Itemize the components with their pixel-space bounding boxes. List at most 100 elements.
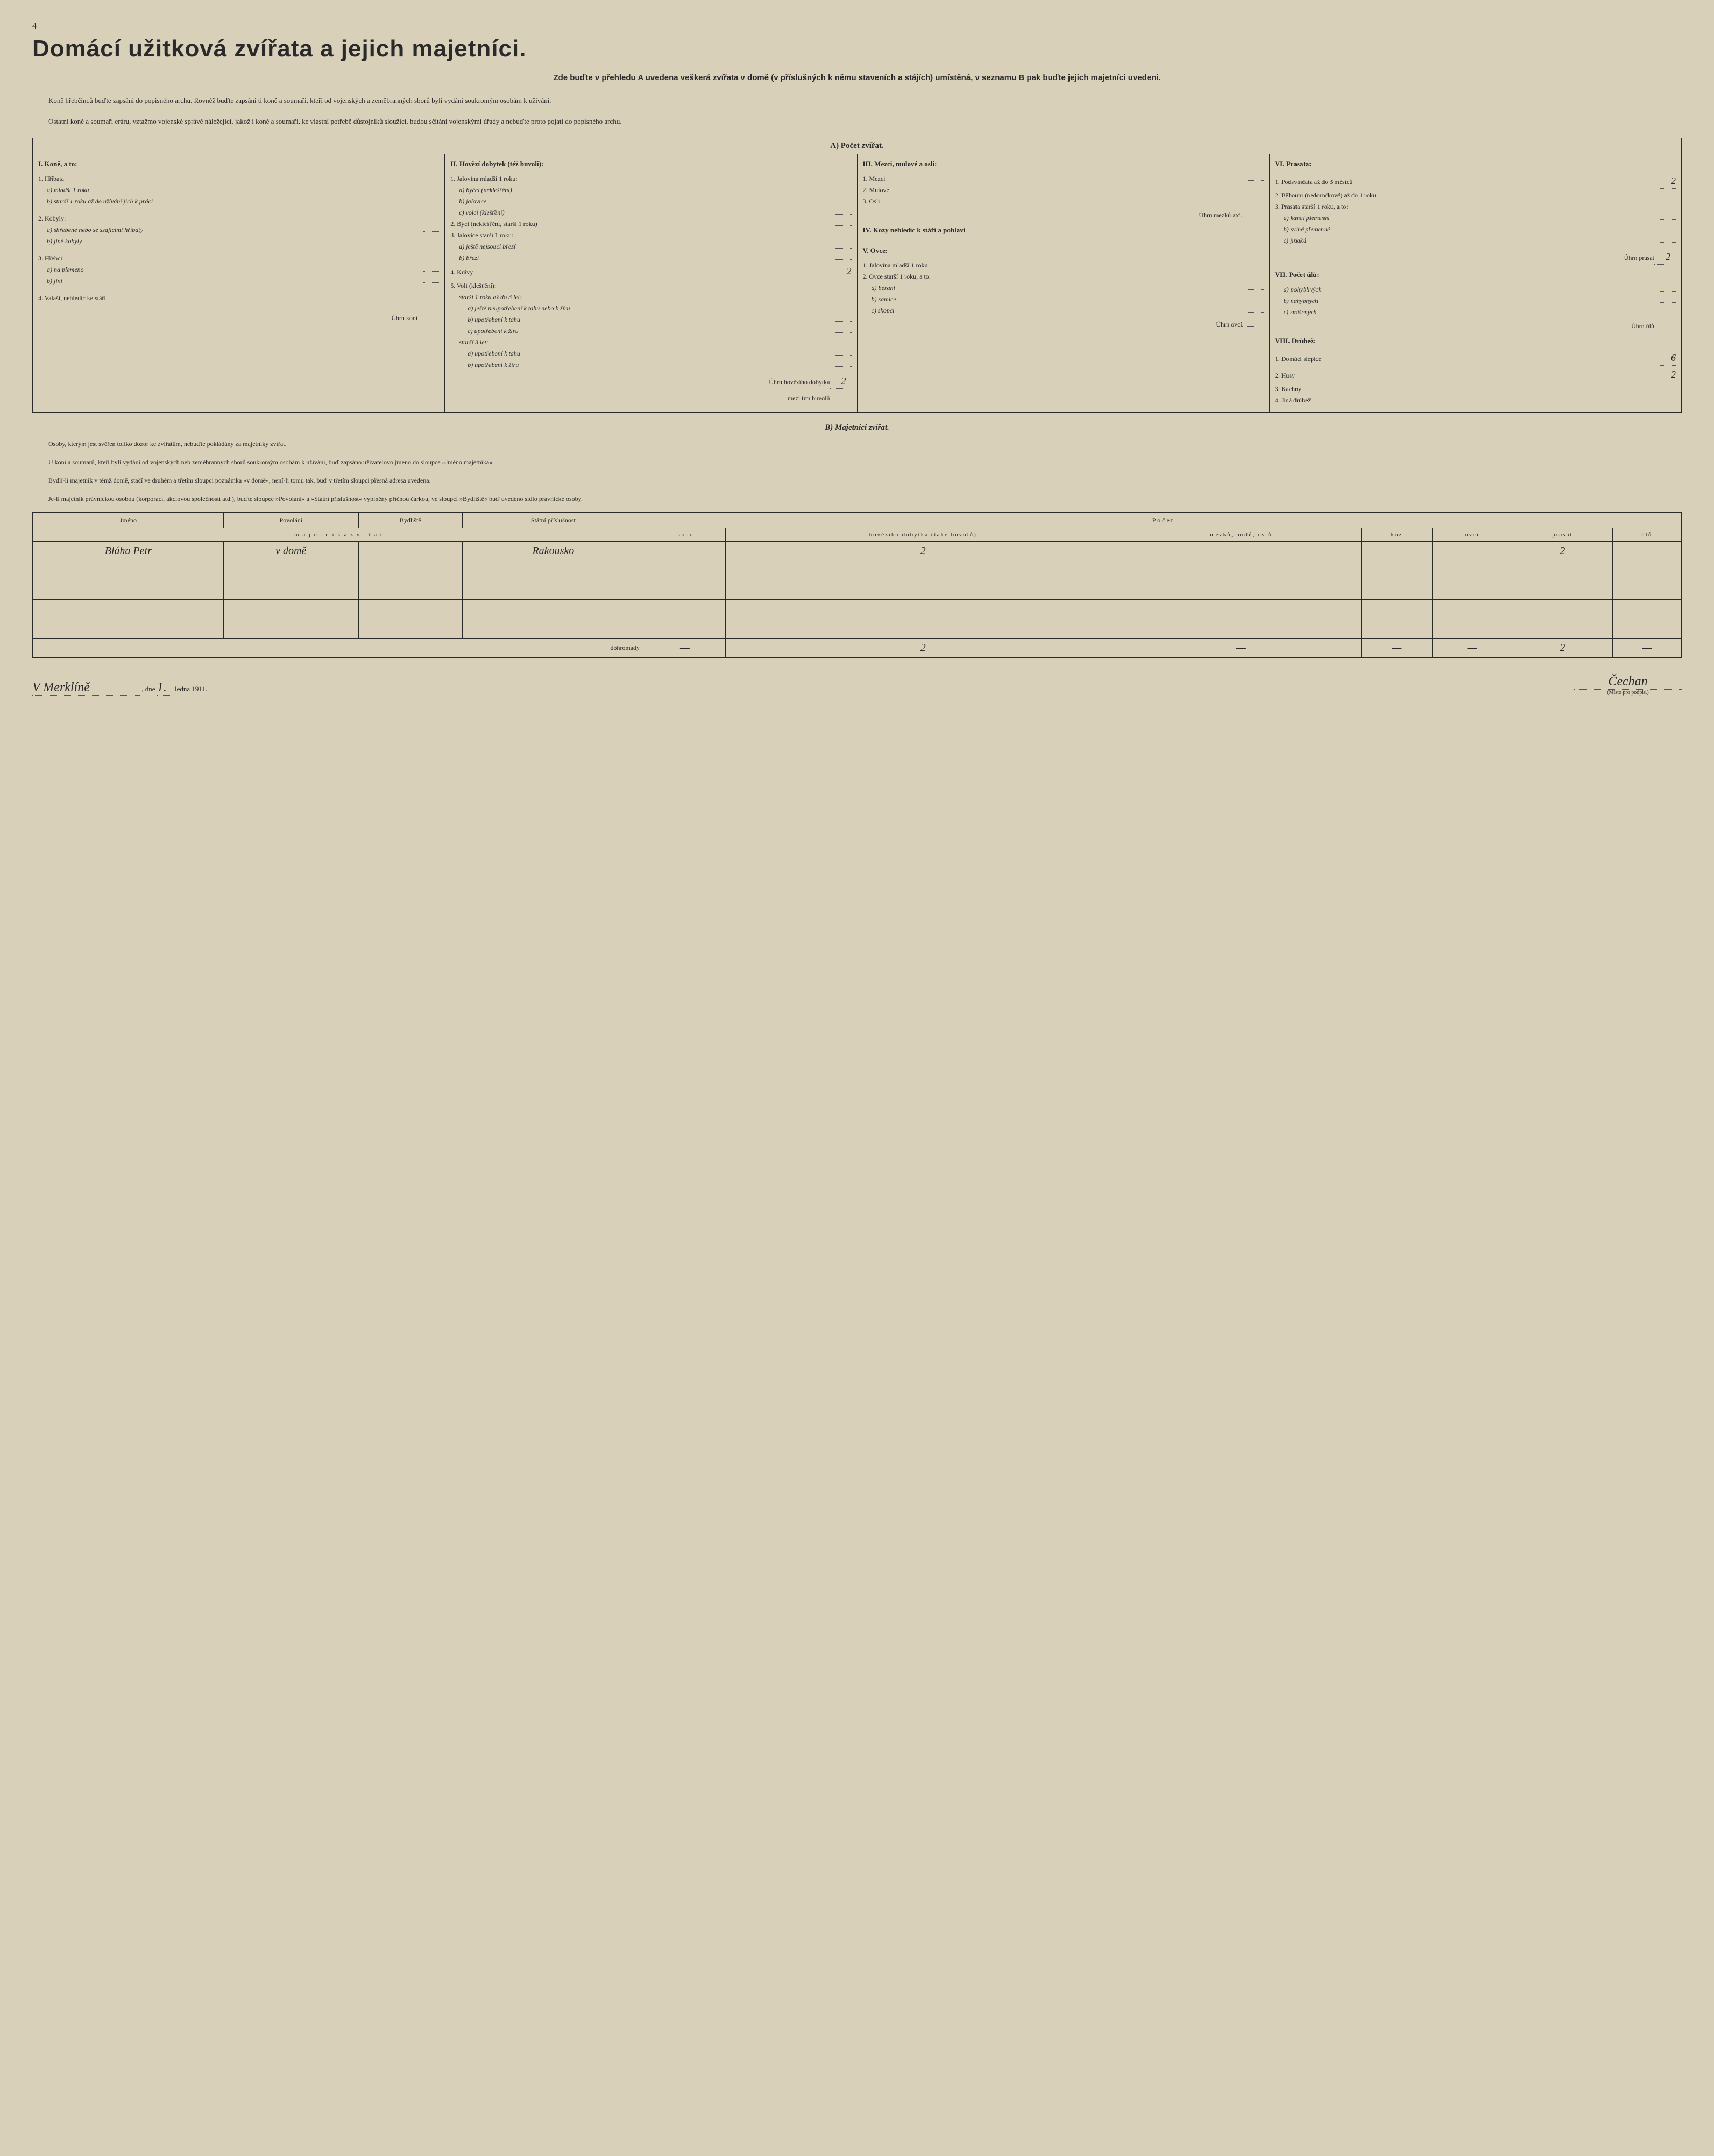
table-b: Jméno Povolání Bydliště Státní příslušno… (32, 512, 1682, 658)
section-a-header: A) Počet zvířat. (32, 138, 1682, 154)
table-row-total: dohromady — 2 — — — 2 — (33, 638, 1681, 658)
col-prasata: VI. Prasata: 1. Podsvinčata až do 3 měsí… (1270, 154, 1681, 412)
col6-title: VI. Prasata: (1275, 160, 1676, 168)
c1-r3a-v (423, 271, 439, 272)
c2-r4-v: 2 (835, 264, 852, 279)
th-pocet: P o č e t (644, 513, 1681, 528)
c2-r5e: b) upotřebení k žíru (468, 360, 835, 370)
section-b-header: B) Majetníci zvířat. (32, 423, 1682, 432)
page-number: 4 (32, 22, 1682, 31)
td-name: Bláha Petr (33, 541, 223, 561)
tot-koz: — (1362, 638, 1433, 658)
footer-left: V Merklíně , dne 1. ledna 1911. (32, 680, 207, 696)
th-ovci: ovcí (1432, 528, 1512, 541)
c1-r2a: a) shřebené nebo se ssajícími hříbaty (47, 225, 423, 235)
c6-r3c-v (1660, 242, 1676, 243)
c7-total: Úhrn úlů (1275, 321, 1654, 331)
th-koz: koz (1362, 528, 1433, 541)
c2-r5c-v (835, 332, 852, 333)
c1-r1a: a) mladší 1 roku (47, 185, 423, 195)
th-povolani: Povolání (223, 513, 358, 528)
c3-r3: 3. Osli (863, 196, 1248, 206)
c2-r3a-v (835, 248, 852, 249)
td-stat: Rakousko (462, 541, 644, 561)
th-jmeno: Jméno (33, 513, 223, 528)
table-row: Bláha Petr v domě Rakousko 2 2 (33, 541, 1681, 561)
tot-mez: — (1121, 638, 1362, 658)
c5-r1: 1. Jalovina mladší 1 roku (863, 260, 1248, 270)
tot-ovci: — (1432, 638, 1512, 658)
c7-ra-v (1660, 291, 1676, 292)
table-row (33, 580, 1681, 599)
c7-rb: b) nehybných (1284, 296, 1660, 306)
c2-r2: 2. Býci (neklešťění, starší 1 roku) (450, 219, 835, 229)
c6-r3a: a) kanci plemenní (1284, 213, 1660, 223)
th-sub: m a j e t n í k a z v í ř a t (33, 528, 644, 541)
signature: Čechan (1574, 675, 1682, 690)
instructions-1: Koně hřebčinců buďte zapsáni do popisnéh… (32, 95, 1682, 106)
c2-r5d: a) upotřebení k tahu (468, 349, 835, 358)
c5-r2c-v (1248, 312, 1264, 313)
instructions-2: Ostatní koně a soumaři eráru, vztažmo vo… (32, 116, 1682, 127)
c2-total-v: 2 (830, 374, 846, 389)
c1-r1: 1. Hříbata (38, 174, 439, 183)
c2-r3a: a) ještě nejsoucí březí (459, 242, 835, 251)
col-kone: I. Koně, a to: 1. Hříbata a) mladší 1 ro… (33, 154, 445, 412)
c1-total: Úhrn koní (38, 313, 417, 323)
c3-r1-v (1248, 180, 1264, 181)
c6-r1-v: 2 (1660, 174, 1676, 189)
instrb-2: U koní a soumarů, kteří byli vydáni od v… (32, 457, 1682, 467)
th-statni: Státní příslušnost (462, 513, 644, 528)
c2-r3b: b) březí (459, 253, 835, 263)
th-koni: koní (644, 528, 726, 541)
col3-title: III. Mezci, mulové a osli: (863, 160, 1264, 168)
c1-r3b: b) jiní (47, 276, 423, 286)
c2-r5s2: starší 3 let: (459, 337, 851, 347)
c2-r4: 4. Krávy (450, 267, 835, 277)
td-koni (644, 541, 726, 561)
c5-total: Úhrn ovcí (863, 320, 1242, 329)
c1-r4: 4. Valaši, nehledíc ke stáří (38, 293, 423, 303)
c1-r2b: b) jiné kobyly (47, 236, 423, 246)
c2-r1a: a) býčci (neklešťění) (459, 185, 835, 195)
subtitle: Zde buďte v přehledu A uvedena veškerá z… (32, 72, 1682, 84)
c1-r1b: b) starší 1 roku až do užívání jich k pr… (47, 196, 423, 206)
td-hov: 2 (725, 541, 1121, 561)
td-prasat: 2 (1512, 541, 1613, 561)
c6-r3b: b) svině plemenné (1284, 224, 1660, 234)
td-pov: v domě (223, 541, 358, 561)
td-ovci (1432, 541, 1512, 561)
td-byd (358, 541, 462, 561)
c6-r3a-v (1660, 219, 1676, 220)
c8-r2-v: 2 (1660, 367, 1676, 382)
c8-r1-v: 6 (1660, 351, 1676, 366)
c7-rc: c) smíšených (1284, 307, 1660, 317)
c2-r5a: a) ještě neupotřebení k tahu nebo k žíru (468, 303, 835, 313)
c6-r2: 2. Běhouni (nedoročkové) až do 1 roku (1275, 190, 1660, 200)
th-ulu: úlů (1613, 528, 1681, 541)
c8-r4: 4. Jiná drůbež (1275, 395, 1660, 405)
col2-title: II. Hovězí dobytek (též buvoli): (450, 160, 851, 168)
c5-r2b: b) samice (872, 294, 1248, 304)
c2-r1b: b) jalovice (459, 196, 835, 206)
c2-r5d-v (835, 355, 852, 356)
td-dohromady: dohromady (33, 638, 644, 658)
c5-r2a: a) berani (872, 283, 1248, 293)
col8-title: VIII. Drůbež: (1275, 337, 1676, 345)
c6-total: Úhrn prasat (1275, 253, 1654, 263)
footer: V Merklíně , dne 1. ledna 1911. Čechan (… (32, 675, 1682, 696)
c5-r2: 2. Ovce starší 1 roku, a to: (863, 272, 1264, 281)
c7-ra: a) pohyblivých (1284, 285, 1660, 294)
c8-r2: 2. Husy (1275, 371, 1660, 380)
table-row (33, 561, 1681, 580)
c2-r5b: b) upotřebení k tahu (468, 315, 835, 324)
date-pre: , dne (141, 685, 155, 693)
main-title: Domácí užitková zvířata a jejich majetní… (32, 36, 1682, 62)
c2-r5e-v (835, 366, 852, 367)
c1-r3b-v (423, 282, 439, 283)
c2-sub: mezi tím buvolů (450, 393, 830, 403)
date-rest: ledna 1911. (175, 685, 207, 693)
tot-hov: 2 (725, 638, 1121, 658)
c5-r2c: c) skopci (872, 306, 1248, 315)
sig-caption: (Místo pro podpis.) (1574, 690, 1682, 696)
